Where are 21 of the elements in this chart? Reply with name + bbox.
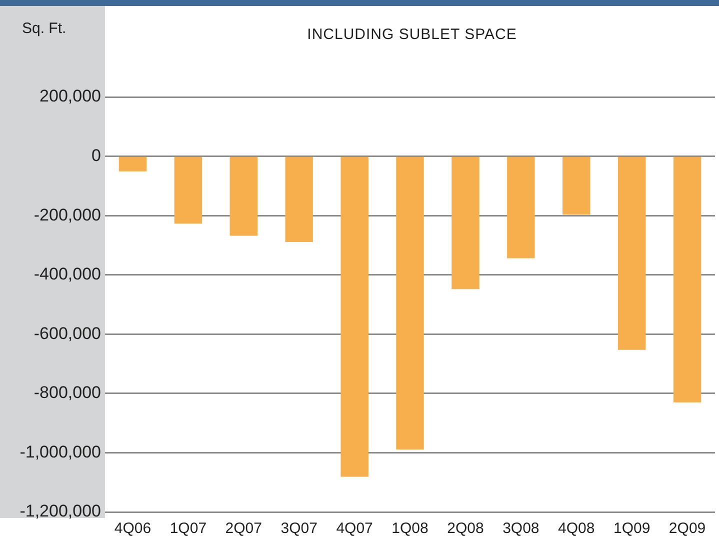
x-tick-label: 1Q08	[392, 520, 428, 538]
y-tick-label: -800,000	[34, 383, 101, 402]
x-tick-label: 1Q09	[613, 520, 650, 538]
y-tick-label: 0	[92, 146, 101, 165]
y-tick-label: -400,000	[34, 264, 101, 284]
y-tick-label: -1,200,000	[20, 502, 101, 521]
x-tick-label: 1Q07	[170, 520, 207, 538]
y-tick-label: -600,000	[34, 324, 101, 343]
x-tick-label: 3Q08	[502, 520, 540, 538]
x-tick-label: 3Q07	[280, 520, 318, 538]
x-tick-label: 2Q07	[225, 520, 262, 538]
x-tick-label: 4Q06	[114, 520, 152, 538]
y-tick-label: 200,000	[40, 86, 101, 106]
x-tick-label: 4Q07	[336, 520, 373, 538]
y-tick-label: -200,000	[34, 205, 101, 224]
chart-title: INCLUDING SUBLET SPACE	[306, 26, 518, 43]
x-tick-label: 4Q08	[558, 520, 595, 538]
x-tick-label: 2Q09	[668, 520, 706, 538]
y-axis-title: Sq. Ft.	[22, 20, 66, 37]
x-tick-label: 2Q08	[447, 520, 484, 538]
y-tick-label: -1,000,000	[20, 442, 101, 462]
